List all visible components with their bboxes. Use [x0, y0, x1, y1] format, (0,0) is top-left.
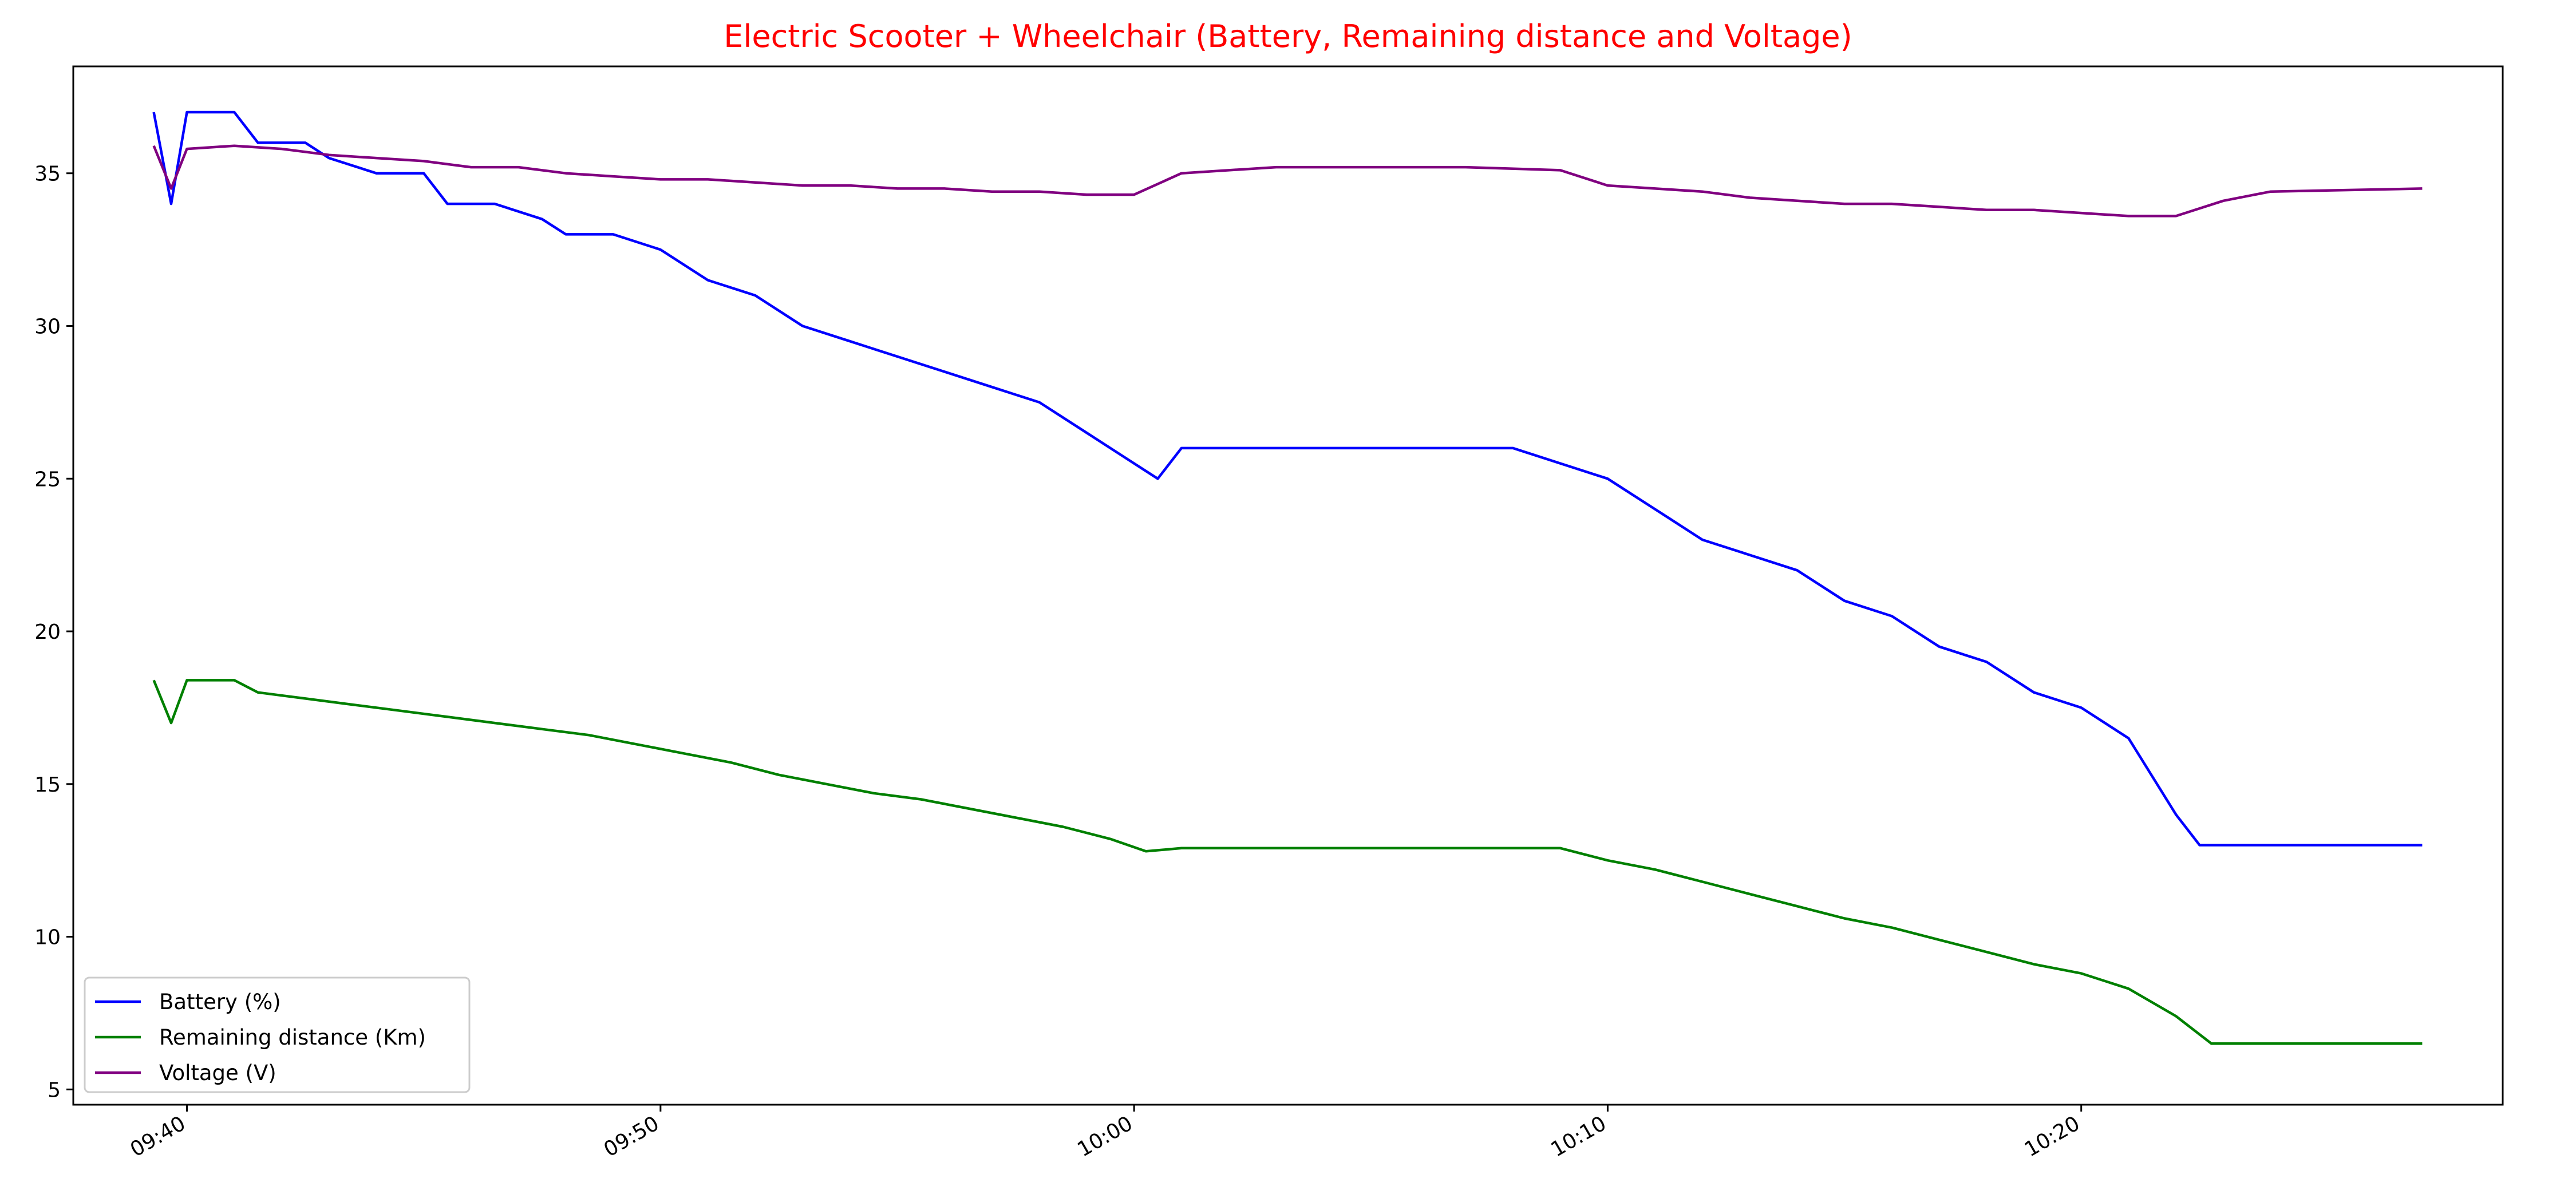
legend-label-0: Battery (%) [159, 990, 281, 1014]
chart-title: Electric Scooter + Wheelchair (Battery, … [724, 18, 1852, 54]
series-line-2 [152, 144, 2423, 218]
series-line-0 [152, 110, 2423, 847]
y-tick-label: 5 [48, 1078, 61, 1102]
y-tick-label: 30 [34, 315, 61, 339]
y-tick-label: 35 [34, 163, 61, 186]
series-line-1 [152, 679, 2423, 1045]
y-tick-label: 25 [34, 468, 61, 491]
y-tick-label: 10 [34, 926, 61, 950]
legend-label-2: Voltage (V) [159, 1061, 276, 1085]
y-tick-label: 20 [34, 620, 61, 644]
legend-label-1: Remaining distance (Km) [159, 1025, 426, 1050]
plot-frame [72, 65, 2504, 1106]
y-axis: 5 10 15 20 25 30 35 [34, 163, 73, 1102]
legend: Battery (%) Remaining distance (Km) Voltag… [84, 976, 471, 1093]
y-tick-label: 15 [34, 773, 61, 797]
series-layer [152, 110, 2423, 1045]
legend-box [84, 976, 471, 1093]
